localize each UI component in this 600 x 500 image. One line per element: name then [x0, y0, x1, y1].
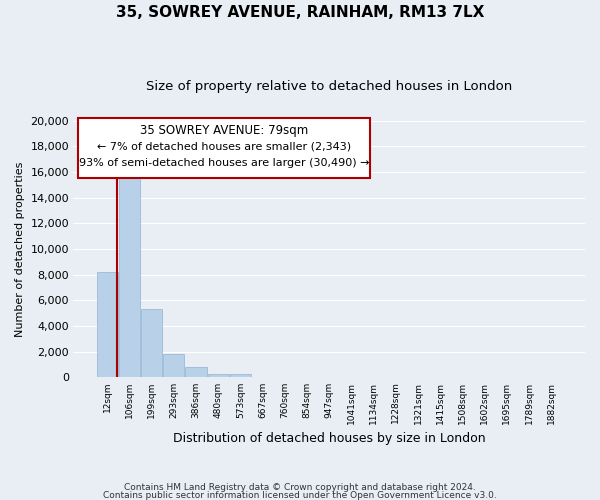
Bar — [208, 374, 229, 378]
Bar — [185, 367, 206, 378]
Y-axis label: Number of detached properties: Number of detached properties — [15, 162, 25, 336]
X-axis label: Distribution of detached houses by size in London: Distribution of detached houses by size … — [173, 432, 485, 445]
Bar — [119, 166, 140, 378]
Bar — [97, 272, 118, 378]
Text: 35 SOWREY AVENUE: 79sqm: 35 SOWREY AVENUE: 79sqm — [140, 124, 308, 136]
Bar — [141, 310, 162, 378]
Text: Contains public sector information licensed under the Open Government Licence v3: Contains public sector information licen… — [103, 490, 497, 500]
Title: Size of property relative to detached houses in London: Size of property relative to detached ho… — [146, 80, 512, 93]
Text: 35, SOWREY AVENUE, RAINHAM, RM13 7LX: 35, SOWREY AVENUE, RAINHAM, RM13 7LX — [116, 5, 484, 20]
Bar — [163, 354, 184, 378]
Bar — [230, 374, 251, 378]
Text: 93% of semi-detached houses are larger (30,490) →: 93% of semi-detached houses are larger (… — [79, 158, 370, 168]
Text: Contains HM Land Registry data © Crown copyright and database right 2024.: Contains HM Land Registry data © Crown c… — [124, 483, 476, 492]
Text: ← 7% of detached houses are smaller (2,343): ← 7% of detached houses are smaller (2,3… — [97, 142, 352, 152]
